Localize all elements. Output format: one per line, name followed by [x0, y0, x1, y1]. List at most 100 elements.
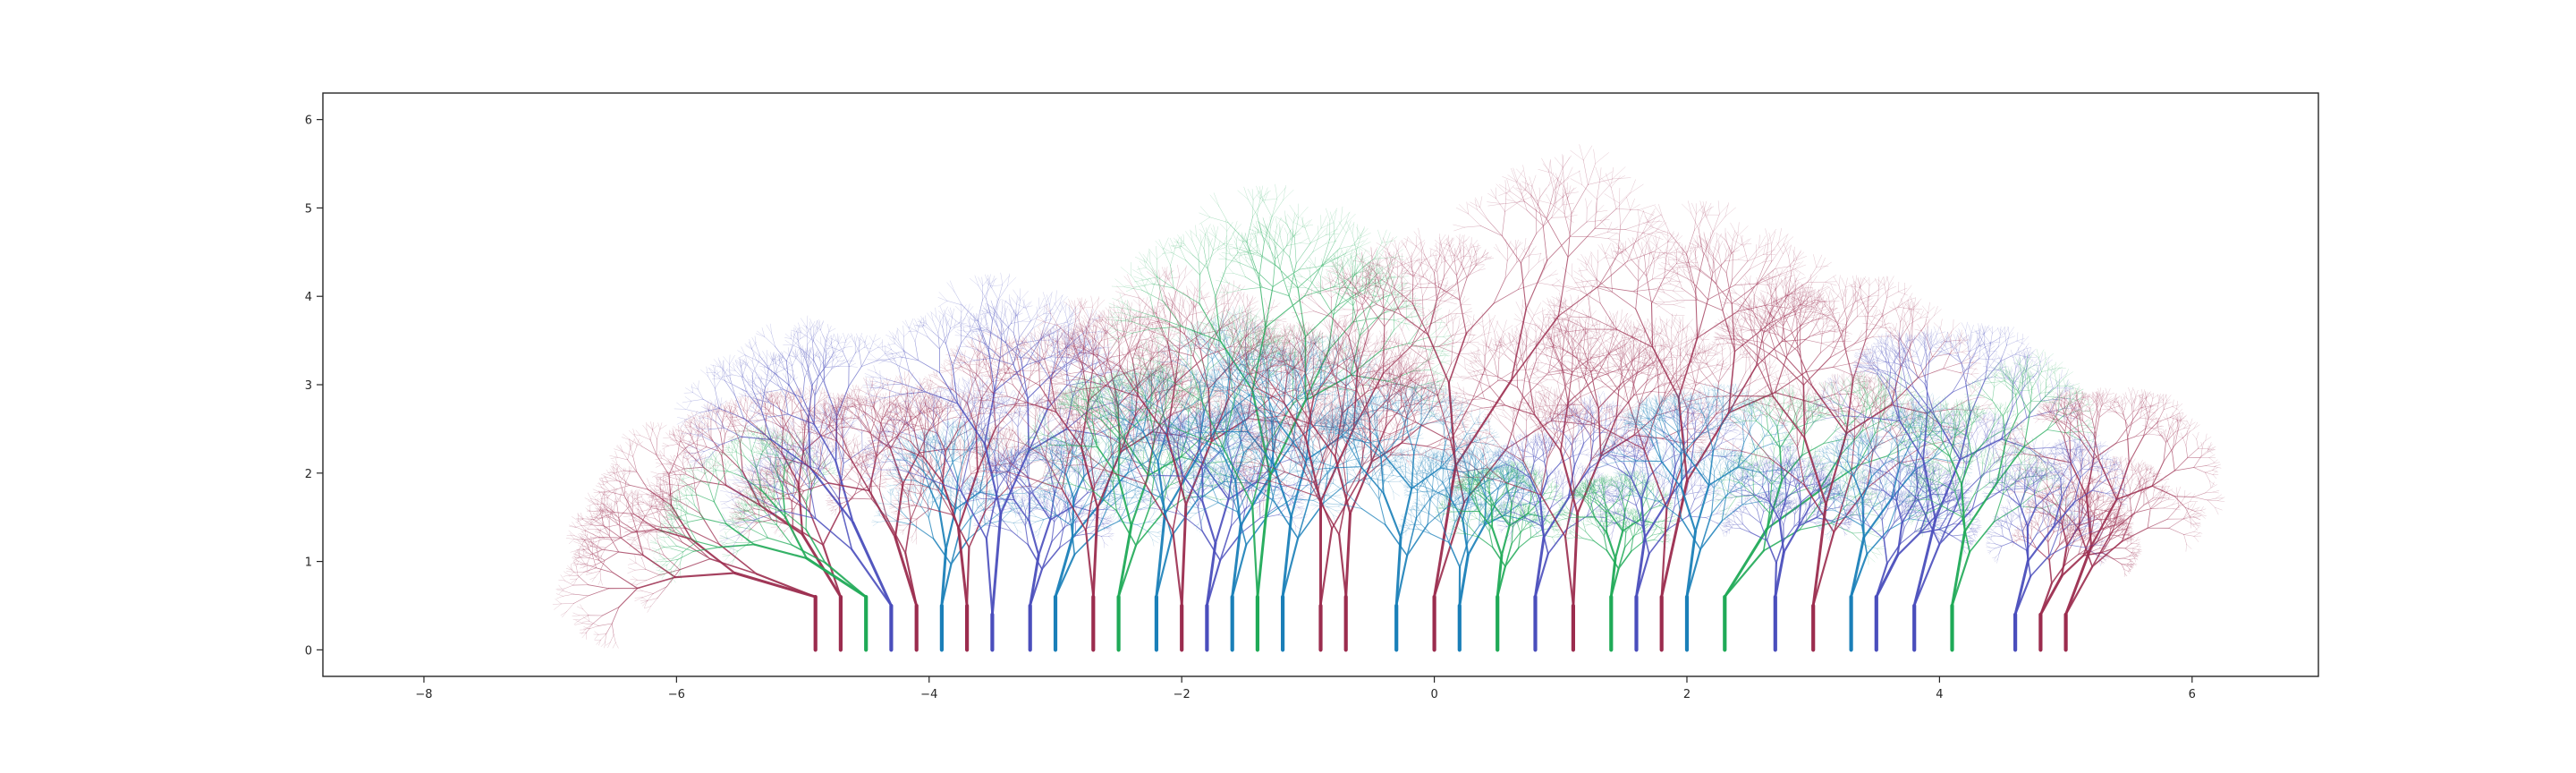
tree-branches [1850, 536, 1866, 599]
tree-branches [693, 467, 808, 552]
tree-branches [674, 538, 817, 599]
tree-branches [990, 512, 1003, 616]
tree-branches [905, 393, 1015, 515]
tree-branches [1233, 316, 1472, 498]
tree-branches [1458, 554, 1470, 607]
tree-branches [1029, 554, 1040, 607]
tree-branches [1539, 213, 1868, 434]
tree-branches [2038, 574, 2063, 616]
tree-29 [1591, 382, 1805, 652]
tree-16 [1099, 183, 1455, 652]
x-tick-label: −8 [415, 688, 432, 701]
tree-branches [1766, 497, 1818, 564]
tree-branches [2064, 495, 2118, 616]
tree-branches [1724, 479, 1819, 599]
tree-branches [1594, 509, 1640, 570]
tree-branches [2020, 485, 2133, 570]
tree-branches [868, 284, 1143, 480]
y-tick-label: 1 [305, 556, 312, 570]
tree-branches [1619, 407, 1777, 505]
tree-branches [1803, 432, 1848, 607]
x-tick-label: 6 [2189, 688, 2196, 701]
tree-branches [1811, 503, 1827, 607]
tree-branches [1283, 370, 1385, 530]
tree-branches [1498, 408, 1634, 532]
tree-branches [1867, 379, 2030, 510]
tree-branches [1344, 512, 1352, 599]
x-tick-label: −6 [668, 688, 685, 701]
y-tick-label: 6 [305, 115, 312, 128]
tree-branches [1981, 430, 2128, 566]
tree-branches [1281, 515, 1293, 599]
tree-branches [1635, 536, 1647, 599]
tree-23 [1435, 460, 1571, 652]
tree-branches [1359, 184, 1657, 453]
tree-branches [1054, 536, 1074, 599]
tree-branches [983, 442, 1030, 616]
tree-branches [1597, 388, 1800, 514]
tree-branches [1723, 527, 1769, 599]
tree-branches [1575, 253, 1835, 429]
tree-branches [1491, 524, 1511, 599]
tree-39 [1981, 430, 2128, 652]
tree-branches [1409, 446, 1538, 530]
tree-branches [940, 548, 948, 607]
tree-branches [890, 367, 1036, 520]
tree-1 [650, 385, 887, 652]
tree-branches [718, 487, 826, 564]
tree-branches [1534, 536, 1546, 599]
tree-branches [1883, 500, 1941, 565]
tree-branches [656, 430, 833, 578]
tree-branches [2039, 544, 2085, 616]
tree-branches [1184, 370, 1347, 520]
tree-branches [724, 450, 841, 546]
tree-branches [1606, 530, 1624, 599]
tree-branches [801, 532, 843, 599]
y-tick-label: 5 [305, 202, 312, 216]
tree-0 [552, 421, 818, 652]
tree-branches [1707, 313, 1952, 464]
tree-branches [1496, 554, 1504, 599]
tree-branches [1182, 465, 1258, 562]
tree-branches [1082, 306, 1305, 522]
tree-branches [2064, 545, 2093, 616]
tree-35 [1805, 321, 2091, 652]
tree-branches [1099, 183, 1455, 445]
tree-branches [1196, 364, 1390, 483]
tree-branches [1934, 412, 2048, 522]
tree-branches [1402, 438, 1545, 533]
y-tick-label: 2 [305, 468, 312, 481]
tree-30 [1713, 370, 1943, 652]
tree-branches [1554, 229, 1853, 424]
tree-branches [871, 336, 1061, 539]
tree-branches [1180, 351, 1405, 482]
tree-branches [1317, 407, 1482, 509]
tree-branches [1986, 437, 2123, 561]
tree-branches [1241, 291, 1440, 485]
tree-branches [1344, 159, 1674, 467]
tree-branches [552, 421, 724, 649]
tree-branches [1180, 503, 1188, 607]
tree-branches [1394, 536, 1402, 607]
tree-branches [1272, 458, 1308, 599]
tree-branches [608, 474, 720, 608]
tree-branches [561, 429, 714, 643]
x-tick-label: −2 [1174, 688, 1191, 701]
tree-branches [1685, 530, 1697, 599]
tree-branches [1599, 408, 1735, 532]
tree-branches [1920, 387, 2068, 514]
tree-branches [1912, 518, 1937, 607]
tree-8 [960, 439, 1126, 652]
tree-branches [1303, 395, 1495, 505]
tree-branches [2000, 394, 2218, 545]
tree-3 [674, 315, 902, 652]
y-tick-label: 4 [305, 291, 312, 304]
tree-branches [1231, 523, 1242, 599]
tree-branches [1572, 512, 1580, 607]
tree-branches [1772, 378, 1893, 533]
tree-branches [1845, 452, 1979, 552]
tree-branches [2044, 434, 2175, 542]
tree-branches [2013, 559, 2029, 616]
